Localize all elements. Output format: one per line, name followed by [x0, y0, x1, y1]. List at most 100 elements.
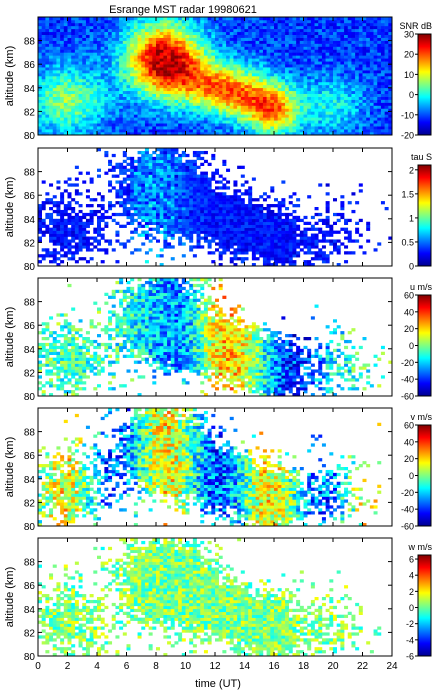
data-cell: [299, 31, 304, 35]
data-cell: [82, 108, 87, 112]
data-cell: [49, 227, 54, 231]
data-cell: [377, 55, 382, 59]
data-cell: [167, 165, 172, 169]
data-cell: [292, 70, 297, 74]
data-cell: [126, 40, 131, 44]
data-cell: [274, 126, 278, 130]
data-cell: [56, 31, 61, 35]
data-cell: [189, 221, 194, 225]
data-cell: [133, 19, 138, 24]
data-cell: [89, 221, 94, 225]
data-cell: [281, 73, 286, 77]
data-cell: [248, 55, 253, 59]
data-cell: [152, 126, 157, 130]
data-cell: [200, 64, 205, 68]
data-cell: [38, 34, 42, 38]
data-cell: [226, 22, 231, 27]
data-cell: [211, 192, 216, 196]
data-cell: [288, 67, 293, 71]
data-cell: [178, 198, 183, 202]
data-cell: [196, 120, 201, 124]
data-cell: [203, 224, 208, 228]
data-cell: [373, 17, 378, 21]
data-cell: [141, 37, 146, 41]
data-cell: [71, 99, 76, 103]
data-cell: [104, 248, 109, 252]
data-cell: [67, 84, 72, 89]
data-cell: [174, 132, 179, 136]
data-cell: [314, 93, 319, 97]
data-cell: [152, 192, 157, 196]
data-cell: [336, 55, 341, 59]
data-cell: [200, 55, 205, 59]
data-cell: [314, 31, 319, 35]
data-cell: [274, 99, 278, 103]
data-cell: [189, 19, 194, 24]
data-cell: [156, 195, 160, 199]
data-cell: [259, 70, 264, 74]
data-cell: [200, 46, 205, 50]
data-cell: [45, 123, 50, 127]
data-cell: [215, 96, 219, 100]
data-cell: [380, 46, 385, 50]
data-cell: [285, 64, 290, 68]
data-cell: [49, 76, 54, 80]
data-cell: [49, 207, 54, 211]
data-cell: [222, 43, 227, 47]
data-cell: [167, 76, 172, 80]
data-cell: [174, 117, 179, 121]
data-cell: [181, 90, 186, 94]
data-cell: [122, 171, 127, 175]
data-cell: [388, 37, 393, 41]
data-cell: [211, 233, 216, 237]
data-cell: [369, 64, 374, 68]
data-cell: [358, 46, 363, 50]
data-cell: [97, 61, 101, 65]
data-cell: [148, 96, 153, 100]
data-cell: [178, 189, 183, 193]
data-cell: [226, 34, 231, 38]
data-cell: [144, 180, 149, 184]
data-cell: [111, 70, 116, 74]
data-cell: [56, 73, 61, 77]
data-cell: [192, 153, 197, 158]
data-cell: [215, 93, 219, 97]
data-cell: [358, 87, 363, 92]
data-cell: [196, 156, 201, 161]
data-cell: [240, 117, 245, 121]
data-cell: [111, 186, 116, 190]
data-cell: [255, 64, 260, 68]
data-cell: [274, 37, 278, 41]
data-cell: [133, 230, 138, 234]
data-cell: [369, 129, 374, 133]
data-cell: [215, 19, 219, 24]
data-cell: [38, 129, 42, 133]
data-cell: [207, 46, 212, 50]
data-cell: [240, 43, 245, 47]
data-cell: [281, 99, 286, 103]
data-cell: [310, 96, 315, 100]
data-cell: [207, 126, 212, 130]
data-cell: [377, 108, 382, 112]
data-cell: [126, 52, 131, 56]
data-cell: [104, 37, 109, 41]
data-cell: [115, 64, 120, 68]
data-cell: [148, 17, 153, 21]
data-cell: [159, 177, 164, 181]
data-cell: [211, 28, 216, 33]
data-cell: [344, 37, 349, 41]
data-cell: [358, 22, 363, 27]
data-cell: [38, 25, 42, 30]
data-cell: [126, 132, 131, 136]
data-cell: [203, 215, 208, 220]
data-cell: [274, 55, 278, 59]
data-cell: [211, 96, 216, 100]
data-cell: [45, 99, 50, 103]
data-cell: [333, 22, 337, 27]
data-cell: [163, 70, 168, 74]
data-cell: [240, 105, 245, 109]
data-cell: [97, 55, 101, 59]
data-cell: [196, 76, 201, 80]
data-cell: [200, 201, 205, 205]
data-cell: [111, 108, 116, 112]
